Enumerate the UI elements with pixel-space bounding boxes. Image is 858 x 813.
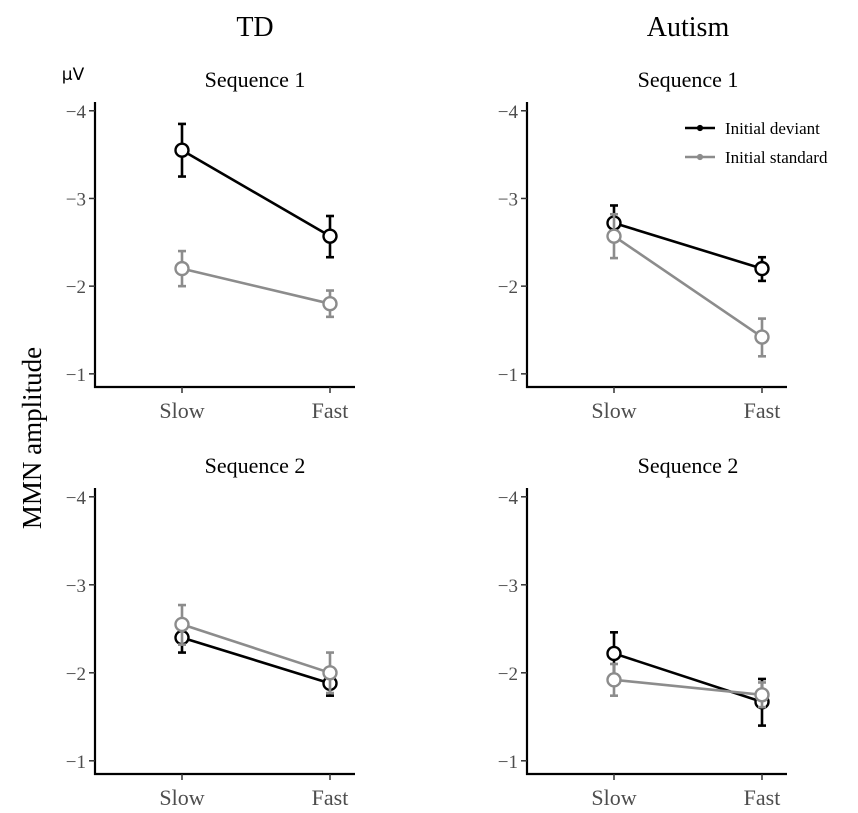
data-point bbox=[174, 616, 190, 633]
group-title-autism: Autism bbox=[647, 12, 730, 43]
data-point bbox=[322, 665, 338, 681]
series-initial-deviant bbox=[174, 122, 338, 259]
series-line bbox=[613, 235, 763, 339]
y-tick-label: −4 bbox=[66, 102, 87, 123]
y-tick-label: −3 bbox=[66, 189, 86, 210]
panel-title: Sequence 1 bbox=[638, 67, 739, 92]
x-tick-label: Fast bbox=[744, 398, 781, 423]
x-tick-label: Slow bbox=[159, 398, 204, 423]
y-tick-label: −2 bbox=[498, 664, 518, 685]
data-point bbox=[754, 329, 770, 345]
y-tick-label: −1 bbox=[66, 752, 86, 773]
data-point bbox=[174, 142, 190, 158]
series-initial-deviant bbox=[606, 204, 770, 283]
series-line bbox=[181, 636, 331, 685]
legend: Initial deviant Initial standard bbox=[685, 119, 828, 167]
data-point bbox=[174, 260, 190, 277]
legend-label: Initial standard bbox=[725, 148, 828, 167]
panel-title: Sequence 2 bbox=[638, 453, 739, 478]
panel-title: Sequence 2 bbox=[205, 453, 306, 478]
group-title-td: TD bbox=[236, 12, 273, 43]
series-initial-standard bbox=[174, 249, 338, 319]
series-line bbox=[613, 652, 763, 704]
y-tick-label: −3 bbox=[498, 189, 518, 210]
series-initial-standard bbox=[174, 603, 338, 695]
y-tick-label: −4 bbox=[66, 488, 87, 509]
y-tick-label: −2 bbox=[66, 277, 86, 298]
panel-4: Sequence 2 −4 −3 −2 −1 Slow Fast bbox=[498, 453, 787, 810]
y-tick-label: −1 bbox=[66, 365, 86, 386]
panel-2: Sequence 1 −4 −3 −2 −1 Slow Fast Initial devian… bbox=[498, 67, 828, 423]
series-line bbox=[181, 149, 331, 238]
series-line bbox=[181, 267, 331, 305]
series-line bbox=[613, 678, 763, 697]
panels: Sequence 1 −4 −3 −2 −1 Slow Fast μV Sequence 1 −4… bbox=[62, 65, 828, 810]
legend-marker bbox=[696, 124, 704, 132]
panel-3: Sequence 2 −4 −3 −2 −1 Slow Fast bbox=[66, 453, 355, 810]
y-tick-label: −3 bbox=[498, 576, 518, 597]
series-initial-standard bbox=[606, 662, 770, 709]
x-tick-label: Slow bbox=[591, 785, 636, 810]
x-tick-label: Fast bbox=[312, 398, 349, 423]
series-line bbox=[181, 623, 331, 675]
panel-1: Sequence 1 −4 −3 −2 −1 Slow Fast μV bbox=[62, 65, 355, 423]
y-tick-label: −2 bbox=[498, 277, 518, 298]
panel-title: Sequence 1 bbox=[205, 67, 306, 92]
legend-marker bbox=[696, 153, 704, 161]
series-initial-standard bbox=[606, 212, 770, 358]
data-point bbox=[322, 228, 338, 244]
x-tick-label: Fast bbox=[312, 785, 349, 810]
data-point bbox=[606, 672, 622, 688]
y-axis-label: MMN amplitude bbox=[17, 347, 47, 529]
data-point bbox=[606, 228, 622, 244]
y-tick-label: −2 bbox=[66, 664, 86, 685]
data-point bbox=[754, 260, 770, 277]
data-point bbox=[754, 687, 770, 703]
y-tick-label: −1 bbox=[498, 365, 518, 386]
x-tick-label: Fast bbox=[744, 785, 781, 810]
y-tick-label: −3 bbox=[66, 576, 86, 597]
x-tick-label: Slow bbox=[591, 398, 636, 423]
y-tick-label: −4 bbox=[498, 488, 519, 509]
series-initial-deviant bbox=[174, 621, 338, 697]
y-tick-label: −4 bbox=[498, 102, 519, 123]
legend-label: Initial deviant bbox=[725, 119, 820, 138]
x-tick-label: Slow bbox=[159, 785, 204, 810]
unit-label: μV bbox=[62, 65, 85, 85]
series-initial-deviant bbox=[606, 631, 770, 727]
series-line bbox=[613, 221, 763, 270]
y-tick-label: −1 bbox=[498, 752, 518, 773]
data-point bbox=[322, 295, 338, 312]
data-point bbox=[606, 645, 622, 662]
